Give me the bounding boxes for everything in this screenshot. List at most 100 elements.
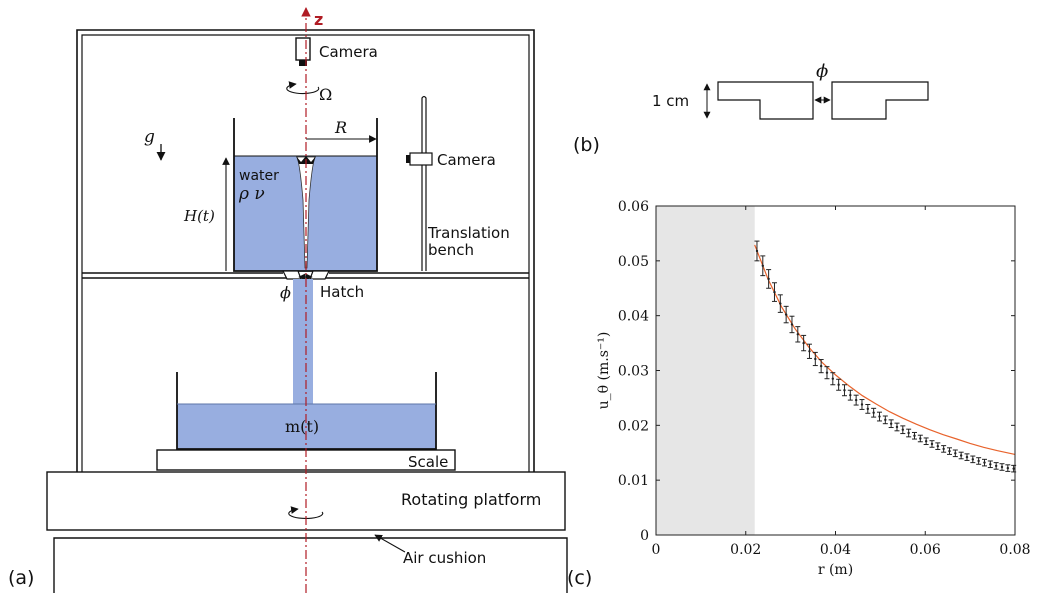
data-point (894, 422, 900, 432)
data-point (976, 457, 982, 465)
data-point (981, 458, 987, 467)
data-point (964, 453, 970, 461)
data-point (836, 378, 842, 391)
panel-c-label: (c) (567, 567, 592, 589)
data-point (882, 415, 888, 425)
data-points-layer (754, 240, 1017, 473)
gravity-label: g (144, 127, 155, 147)
data-point (806, 343, 812, 359)
data-point (987, 460, 993, 469)
rotation-icon-top (286, 81, 320, 95)
y-tick-label: 0.04 (618, 309, 649, 325)
data-point (766, 269, 772, 289)
top-camera-label: Camera (319, 43, 378, 61)
air-cushion-arrow (374, 534, 406, 553)
x-tick-label: 0.06 (910, 542, 941, 558)
side-camera-lens (406, 155, 410, 163)
height-label: H(t) (183, 207, 215, 225)
y-axis-label: u_θ (m.s⁻¹) (596, 332, 612, 410)
axis-ticks: 0 0.02 0.04 0.06 0.08 0 0.01 0.02 0.03 0.04 0.05 0.… (618, 199, 1031, 558)
rotation-omega-label: Ω (319, 85, 332, 104)
y-tick-label: 0.05 (618, 254, 649, 270)
data-point (941, 445, 947, 453)
data-point (783, 305, 789, 324)
panel-c-chart: 0 0.02 0.04 0.06 0.08 0 0.01 0.02 0.03 0.04 0.05 0.… (567, 199, 1031, 589)
bench-label-line1: Translation (427, 224, 510, 242)
data-point (841, 384, 847, 397)
mass-label: m(t) (285, 417, 319, 436)
excluded-region (656, 206, 755, 535)
data-point (958, 451, 964, 460)
platform-label: Rotating platform (401, 490, 541, 509)
data-point (911, 431, 917, 440)
data-point (929, 440, 935, 448)
upper-tank-walls (233, 118, 378, 272)
data-point (777, 294, 783, 313)
x-tick-label: 0.08 (999, 542, 1030, 558)
data-point (1005, 464, 1011, 472)
panel-a-label: (a) (8, 567, 34, 589)
hatch-label: Hatch (320, 283, 364, 301)
data-point (900, 425, 906, 435)
air-cushion-label: Air cushion (403, 549, 486, 567)
y-tick-label: 0.03 (618, 364, 649, 380)
data-point (923, 437, 929, 446)
data-point (853, 394, 859, 406)
bench-label-line2: bench (428, 241, 474, 259)
data-point (999, 463, 1005, 471)
data-point (801, 334, 807, 352)
fluid-properties-label: ρ ν (238, 184, 265, 204)
data-point (871, 407, 877, 418)
data-point (812, 351, 818, 367)
data-point (865, 403, 871, 414)
translation-bench-rod (421, 95, 427, 271)
base-block (53, 537, 568, 593)
data-point (760, 255, 766, 277)
data-point (906, 428, 912, 438)
hatch-diameter-label: ϕ (280, 283, 291, 302)
top-camera-body (295, 37, 311, 61)
data-point (952, 449, 958, 458)
panel-b-hatch-profile: 1 cm ϕ (b) (573, 61, 929, 156)
x-tick-label: 0 (652, 542, 661, 558)
y-tick-label: 0.01 (618, 473, 649, 489)
x-tick-label: 0.02 (730, 542, 761, 558)
data-point (859, 399, 865, 410)
side-camera-label: Camera (437, 151, 496, 169)
y-tick-label: 0.02 (618, 418, 649, 434)
data-point (935, 442, 941, 450)
data-point (946, 447, 952, 455)
hatch-profile-right (831, 81, 929, 120)
top-camera-lens (299, 60, 307, 66)
data-point (888, 419, 894, 429)
rotation-icon-platform (288, 506, 324, 519)
data-point (754, 240, 760, 262)
data-point (771, 282, 777, 302)
hatch-right (309, 270, 330, 280)
scale-label: Scale (408, 453, 448, 471)
data-point (830, 372, 836, 386)
data-point (789, 315, 795, 334)
fluid-label: water (239, 168, 279, 184)
panel-a-schematic: z Camera Ω R g Camera water ρ ν H(t) Tra… (8, 7, 568, 593)
data-point (824, 366, 830, 380)
data-point (876, 411, 882, 422)
radius-label: R (334, 118, 347, 137)
data-point (818, 359, 824, 374)
z-axis-label: z (314, 10, 323, 29)
data-point (970, 455, 976, 464)
data-point (847, 389, 853, 401)
hatch-profile-left (717, 81, 814, 120)
panel-b-label: (b) (573, 134, 600, 156)
size-label: 1 cm (652, 92, 689, 110)
side-camera-body (409, 152, 433, 166)
y-tick-label: 0 (640, 528, 649, 544)
x-tick-label: 0.04 (820, 542, 851, 558)
data-point (917, 434, 923, 443)
y-tick-label: 0.06 (618, 199, 649, 215)
x-axis-label: r (m) (818, 562, 853, 578)
data-point (993, 462, 999, 470)
gap-label: ϕ (816, 61, 828, 82)
falling-jet (293, 279, 313, 404)
data-point (795, 326, 801, 343)
